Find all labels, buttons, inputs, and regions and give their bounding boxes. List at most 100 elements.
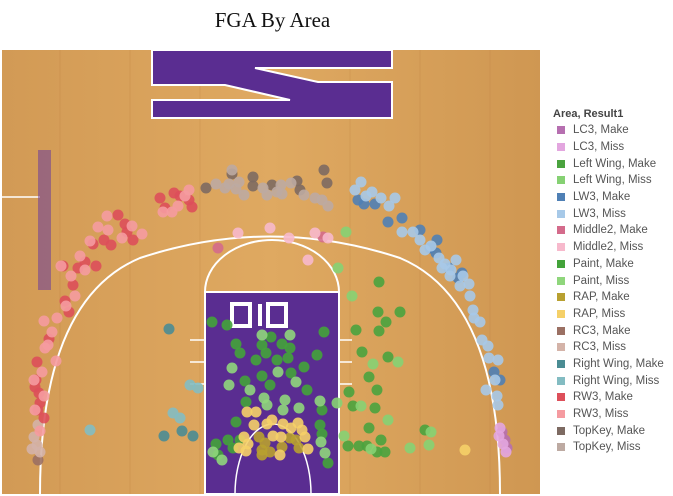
shot-point: [423, 439, 435, 451]
shot-point: [247, 180, 259, 192]
legend-item: Middle2, Make: [553, 222, 671, 239]
legend-item: Left Wing, Miss: [553, 172, 671, 189]
legend-swatch: [557, 443, 565, 452]
shot-point: [321, 177, 333, 189]
legend-item: TopKey, Miss: [553, 439, 671, 456]
shot-point: [163, 323, 175, 335]
shot-point: [347, 400, 359, 412]
legend-label: RAP, Make: [573, 291, 630, 304]
legend-swatch: [557, 176, 565, 185]
shot-point: [343, 386, 355, 398]
shot-point: [179, 190, 191, 202]
shot-point: [233, 176, 245, 188]
shot-point: [267, 430, 279, 442]
legend-item: RW3, Miss: [553, 406, 671, 423]
shot-point: [322, 232, 334, 244]
shot-point: [230, 338, 242, 350]
shot-point: [379, 446, 391, 458]
shot-point: [318, 326, 330, 338]
shot-point: [482, 340, 494, 352]
legend-swatch: [557, 259, 565, 268]
legend-swatch: [557, 410, 565, 419]
legend-item: Left Wing, Make: [553, 155, 671, 172]
shot-point: [293, 402, 305, 414]
shot-point: [322, 200, 334, 212]
shot-point: [226, 362, 238, 374]
shot-point: [28, 374, 40, 386]
shot-point: [223, 178, 235, 190]
shot-point: [90, 260, 102, 272]
legend-label: LC3, Make: [573, 124, 629, 137]
shot-point: [457, 270, 469, 282]
shot-point: [493, 430, 505, 442]
shot-point: [272, 366, 284, 378]
shot-point: [474, 316, 486, 328]
shot-point: [101, 210, 113, 222]
shot-point: [355, 176, 367, 188]
shot-point: [240, 396, 252, 408]
legend-swatch: [557, 126, 565, 135]
shot-point: [407, 226, 419, 238]
shot-point: [296, 424, 308, 436]
shot-point: [373, 276, 385, 288]
shot-point: [444, 270, 456, 282]
shot-point: [248, 419, 260, 431]
shot-point: [284, 329, 296, 341]
shot-point: [314, 395, 326, 407]
legend-label: TopKey, Make: [573, 424, 646, 437]
shot-point: [342, 440, 354, 452]
shot-point: [425, 426, 437, 438]
shot-point: [84, 424, 96, 436]
shot-point: [284, 342, 296, 354]
shot-point: [285, 177, 297, 189]
shot-point: [116, 232, 128, 244]
legend-label: LW3, Miss: [573, 207, 626, 220]
shot-point: [60, 300, 72, 312]
legend-label: Middle2, Miss: [573, 241, 644, 254]
legend-label: Right Wing, Miss: [573, 374, 660, 387]
shot-point: [464, 290, 476, 302]
shot-point: [365, 443, 377, 455]
legend-swatch: [557, 159, 565, 168]
shot-point: [223, 379, 235, 391]
shot-point: [355, 400, 367, 412]
shot-point: [216, 454, 228, 466]
shot-point: [492, 399, 504, 411]
shot-point: [234, 347, 246, 359]
shot-point: [382, 351, 394, 363]
legend-swatch: [557, 343, 565, 352]
legend-label: Paint, Make: [573, 257, 634, 270]
shot-point: [157, 206, 169, 218]
shot-point: [265, 331, 277, 343]
shot-point: [31, 356, 43, 368]
shot-point: [331, 397, 343, 409]
legend-label: Right Wing, Make: [573, 357, 664, 370]
shot-point: [353, 440, 365, 452]
shot-point: [302, 443, 314, 455]
shot-point: [350, 324, 362, 336]
shot-point: [271, 186, 283, 198]
shot-point: [316, 428, 328, 440]
shot-point: [79, 264, 91, 276]
shot-point: [250, 354, 262, 366]
shot-point: [392, 356, 404, 368]
shot-point: [192, 382, 204, 394]
shot-point: [275, 431, 287, 443]
shot-point: [69, 290, 81, 302]
shot-point: [277, 404, 289, 416]
shot-point: [112, 209, 124, 221]
shot-point: [450, 254, 462, 266]
legend-swatch: [557, 243, 565, 252]
shot-point: [366, 186, 378, 198]
legend-label: Left Wing, Miss: [573, 174, 652, 187]
shot-point: [316, 404, 328, 416]
shot-point: [26, 443, 38, 455]
legend-label: LW3, Make: [573, 191, 631, 204]
legend-item: Paint, Make: [553, 256, 671, 273]
shot-point: [454, 280, 466, 292]
shot-point: [36, 366, 48, 378]
legend: Area, Result1 LC3, Make LC3, Miss Left Win…: [553, 106, 671, 456]
shot-point: [340, 226, 352, 238]
shot-point: [367, 358, 379, 370]
shot-point: [371, 384, 383, 396]
